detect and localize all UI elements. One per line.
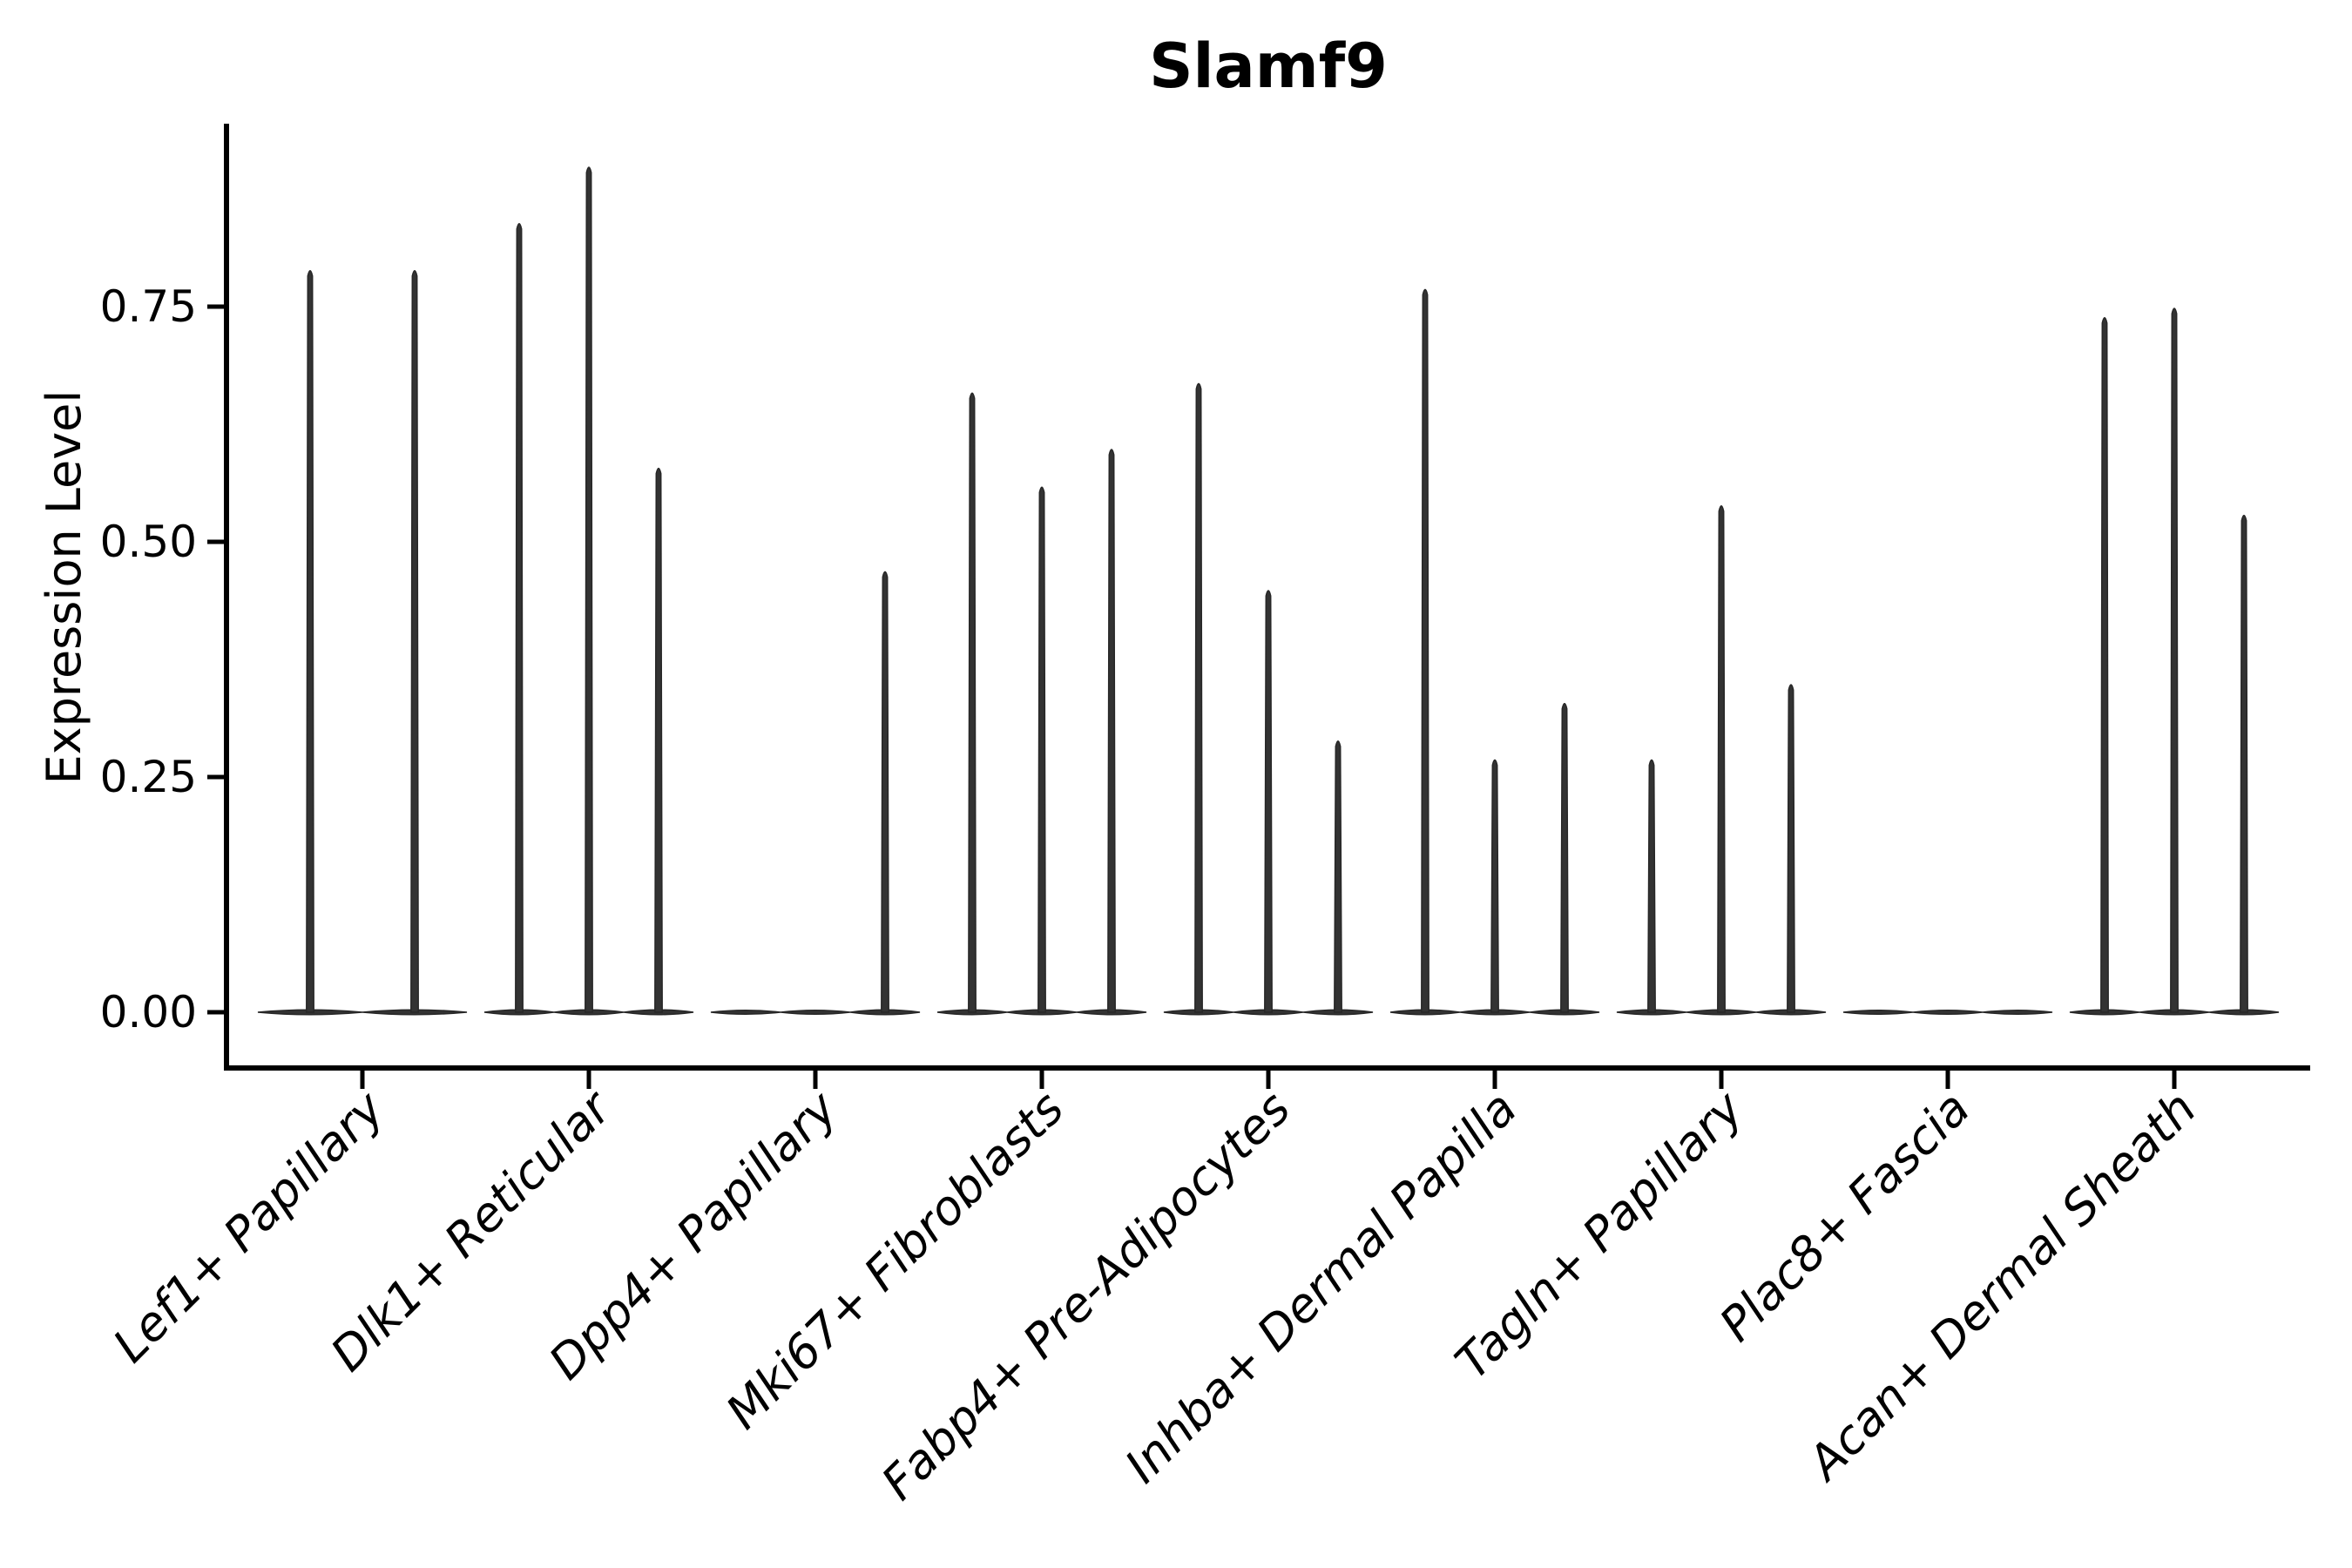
violin-group: Acan+ Dermal Sheath (1795, 308, 2280, 1492)
violin-spike (1490, 759, 1499, 1013)
violin-spike (2170, 308, 2179, 1013)
violin-spike (1787, 684, 1795, 1013)
y-tick-label: 0.00 (100, 987, 197, 1037)
chart-title: Slamf9 (1149, 30, 1388, 102)
violin-spike (1421, 288, 1429, 1013)
violin-spike (1037, 486, 1046, 1013)
violin-spike (1560, 702, 1569, 1013)
violin-spike (968, 392, 977, 1013)
violin-base (1912, 1010, 1984, 1015)
violin-base (780, 1010, 851, 1015)
violin-spike (410, 270, 419, 1013)
violin-spike (654, 467, 663, 1013)
violin-spike (2100, 317, 2109, 1013)
y-tick-label: 0.50 (100, 517, 197, 567)
violin-spike (1717, 505, 1726, 1013)
violin-base (710, 1010, 781, 1015)
x-tick-label: Inhba+ Dermal Papilla (1114, 1081, 1527, 1494)
violin-spike (1264, 590, 1273, 1013)
y-tick-label: 0.25 (100, 752, 197, 802)
violin-base (1982, 1010, 2053, 1015)
violin-spike (1647, 759, 1656, 1013)
x-tick-label: Acan+ Dermal Sheath (1795, 1081, 2207, 1492)
violin-base (1842, 1010, 1914, 1015)
violin-spike (585, 166, 593, 1013)
violin-spike (881, 571, 889, 1013)
violin-spike (1107, 449, 1116, 1013)
y-tick-label: 0.75 (100, 281, 197, 332)
violin-spike (2240, 514, 2248, 1013)
violin-spike (515, 223, 524, 1013)
violin-spike (306, 270, 314, 1013)
violin-group: Lef1+ Papillary (103, 270, 468, 1373)
x-tick-label: Fabp4+ Pre-Adipocytes (871, 1081, 1301, 1511)
violin-spike (1194, 382, 1203, 1013)
y-axis-ticks: 0.00 0.25 0.50 0.75 (100, 281, 226, 1037)
y-axis-label: Expression Level (37, 390, 91, 785)
violin-spike (1334, 740, 1342, 1013)
violin-group: Dlk1+ Reticular (321, 166, 694, 1382)
